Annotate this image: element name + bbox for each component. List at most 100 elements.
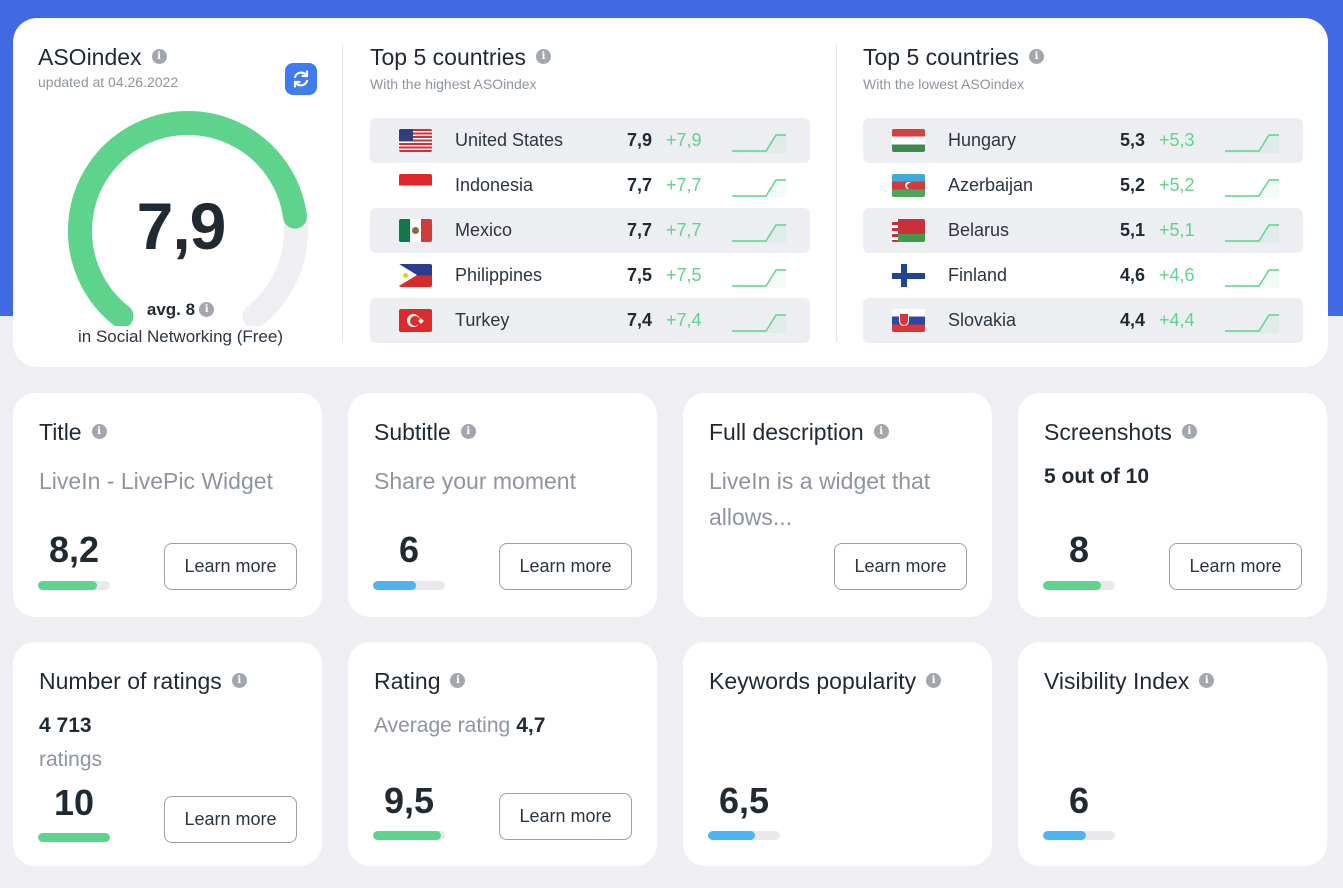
sparkline xyxy=(730,266,788,288)
info-icon[interactable]: i xyxy=(91,424,107,440)
keywords-popularity-card: Keywords popularity i 6,5 xyxy=(683,642,992,866)
visibility-index-card: Visibility Index i 6 xyxy=(1018,642,1327,866)
score-bar xyxy=(38,581,110,590)
gauge-fill xyxy=(68,110,307,326)
country-row[interactable]: United States 7,9 +7,9 xyxy=(370,118,810,163)
info-icon[interactable]: i xyxy=(926,673,942,689)
divider xyxy=(836,44,837,342)
sparkline xyxy=(1223,221,1281,243)
country-row[interactable]: Belarus 5,1 +5,1 xyxy=(863,208,1303,253)
top-countries-lowest: Top 5 countries i With the lowest ASOinde… xyxy=(863,44,1303,343)
country-list: Hungary 5,3 +5,3 Azerbaijan 5,2 +5,2 Belarus 5,… xyxy=(863,118,1303,343)
by-flag-icon xyxy=(892,219,925,242)
learn-more-button[interactable]: Learn more xyxy=(499,793,632,840)
info-icon[interactable]: i xyxy=(1199,673,1215,689)
screenshots-card: Screenshots i 5 out of 10 8 Learn more xyxy=(1018,393,1327,617)
subtitle-card: Subtitle i Share your moment 6 Learn more xyxy=(348,393,657,617)
rating-card: Rating i Average rating 4,7 9,5 Learn more xyxy=(348,642,657,866)
country-row[interactable]: Finland 4,6 +4,6 xyxy=(863,253,1303,298)
country-row[interactable]: Mexico 7,7 +7,7 xyxy=(370,208,810,253)
sparkline xyxy=(730,311,788,333)
refresh-icon xyxy=(293,70,309,88)
country-delta: +7,7 xyxy=(666,175,702,195)
sparkline xyxy=(1223,311,1281,333)
country-row[interactable]: Slovakia 4,4 +4,4 xyxy=(863,298,1303,343)
learn-more-button[interactable]: Learn more xyxy=(499,543,632,590)
score-bar xyxy=(373,831,445,840)
country-value: 7,5 xyxy=(627,265,653,285)
az-flag-icon xyxy=(892,174,925,197)
sparkline xyxy=(730,131,788,153)
score: 6 xyxy=(1068,780,1090,821)
asoindex-panel: ASOindex i updated at 04.26.2022 7,9 avg.… xyxy=(13,18,1328,367)
country-row[interactable]: Turkey 7,4 +7,4 xyxy=(370,298,810,343)
refresh-button[interactable] xyxy=(285,63,317,95)
country-row[interactable]: Indonesia 7,7 +7,7 xyxy=(370,163,810,208)
full-description-card: Full description i LiveIn is a widget tha… xyxy=(683,393,992,617)
info-icon[interactable]: i xyxy=(1028,49,1044,65)
country-name: Slovakia xyxy=(948,310,1017,330)
sparkline xyxy=(1223,266,1281,288)
country-name: Belarus xyxy=(948,220,1010,240)
country-delta: +4,4 xyxy=(1159,310,1195,330)
us-flag-icon xyxy=(399,129,432,152)
country-delta: +7,7 xyxy=(666,220,702,240)
score-bar xyxy=(373,581,445,590)
info-icon[interactable]: i xyxy=(199,302,215,318)
title-card: Title i LiveIn - LivePic Widget 8,2 Learn… xyxy=(13,393,322,617)
fi-flag-icon xyxy=(892,264,925,287)
info-icon[interactable]: i xyxy=(460,424,476,440)
score: 9,5 xyxy=(383,780,435,821)
asoindex-title: ASOindex i xyxy=(38,44,167,71)
country-delta: +7,9 xyxy=(666,130,702,150)
country-value: 5,2 xyxy=(1120,175,1146,195)
asoindex-updated: updated at 04.26.2022 xyxy=(38,74,179,90)
top-countries-highest: Top 5 countries i With the highest ASOind… xyxy=(370,44,810,343)
country-name: United States xyxy=(455,130,564,150)
info-icon[interactable]: i xyxy=(1181,424,1197,440)
sk-flag-icon xyxy=(892,309,925,332)
score: 8 xyxy=(1068,529,1090,570)
score-bar xyxy=(38,833,110,842)
info-icon[interactable]: i xyxy=(535,49,551,65)
country-value: 4,4 xyxy=(1120,310,1146,330)
score: 10 xyxy=(53,782,95,823)
info-icon[interactable]: i xyxy=(450,673,466,689)
ph-flag-icon xyxy=(399,264,432,287)
country-value: 7,4 xyxy=(627,310,653,330)
hu-flag-icon xyxy=(892,129,925,152)
learn-more-button[interactable]: Learn more xyxy=(1169,543,1302,590)
sparkline xyxy=(730,176,788,198)
country-value: 7,7 xyxy=(627,175,653,195)
id-flag-icon xyxy=(399,174,432,197)
country-name: Hungary xyxy=(948,130,1017,150)
country-name: Turkey xyxy=(455,310,510,330)
country-name: Mexico xyxy=(455,220,513,240)
country-row[interactable]: Philippines 7,5 +7,5 xyxy=(370,253,810,298)
country-value: 7,9 xyxy=(627,130,653,150)
learn-more-button[interactable]: Learn more xyxy=(164,796,297,843)
divider xyxy=(342,44,343,342)
country-delta: +5,3 xyxy=(1159,130,1195,150)
learn-more-button[interactable]: Learn more xyxy=(164,543,297,590)
country-row[interactable]: Azerbaijan 5,2 +5,2 xyxy=(863,163,1303,208)
sparkline xyxy=(730,221,788,243)
country-row[interactable]: Hungary 5,3 +5,3 xyxy=(863,118,1303,163)
country-delta: +5,1 xyxy=(1159,220,1195,240)
asoindex-value: 7,9 xyxy=(136,189,227,263)
info-icon[interactable]: i xyxy=(873,424,889,440)
score-bar xyxy=(708,831,780,840)
score: 8,2 xyxy=(48,529,100,570)
country-value: 5,1 xyxy=(1120,220,1146,240)
info-icon[interactable]: i xyxy=(151,49,167,65)
learn-more-button[interactable]: Learn more xyxy=(834,543,967,590)
country-value: 5,3 xyxy=(1120,130,1146,150)
score-bar xyxy=(1043,831,1115,840)
country-name: Philippines xyxy=(455,265,543,285)
asoindex-category: in Social Networking (Free) xyxy=(77,327,283,346)
score-bar xyxy=(1043,581,1115,590)
sparkline xyxy=(1223,131,1281,153)
info-icon[interactable]: i xyxy=(231,673,247,689)
country-delta: +7,4 xyxy=(666,310,702,330)
